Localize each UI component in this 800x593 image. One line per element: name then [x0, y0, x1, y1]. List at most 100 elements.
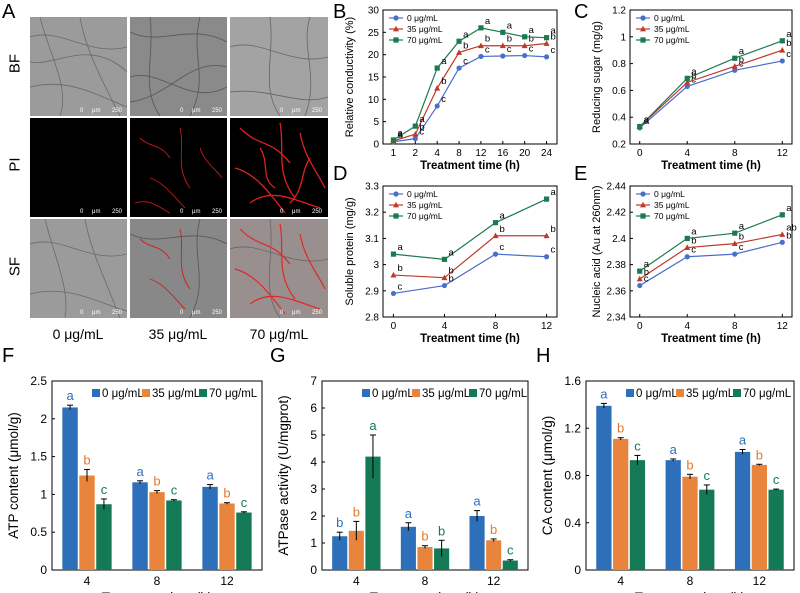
significance-letter: a [644, 259, 650, 270]
data-point [636, 275, 643, 282]
significance-letter: b [507, 34, 512, 45]
series-2: a a a a a a a a [390, 16, 557, 143]
significance-letter: a [66, 388, 74, 403]
legend-label: 0 μg/mL [102, 388, 144, 400]
y-axis-label: Soluble protein (mg/g) [344, 197, 356, 305]
significance-letter: b [438, 523, 445, 538]
data-point [390, 251, 397, 257]
x-tick-label: 8 [456, 148, 462, 159]
legend-marker [640, 191, 646, 197]
series-2: a a a a [390, 187, 557, 262]
data-point [390, 137, 397, 143]
bar [219, 503, 235, 570]
significance-letter: c [485, 44, 490, 55]
legend-label: 35 μg/mL [654, 200, 690, 210]
significance-letter: b [644, 267, 649, 278]
significance-letter: a [397, 129, 403, 140]
bar [348, 530, 364, 570]
significance-letter: a [786, 29, 792, 40]
bar [79, 475, 95, 570]
plot-frame [629, 9, 793, 145]
significance-letter: a [419, 114, 425, 125]
significance-letter: a [485, 16, 491, 27]
bar [734, 451, 751, 570]
column-label-0: 0 μg/mL [52, 326, 104, 342]
significance-letter: b [739, 54, 744, 65]
y-tick-label: 2.34 [607, 313, 627, 324]
bar [469, 516, 485, 570]
bar [486, 540, 502, 570]
significance-letter: b [617, 421, 624, 436]
y-tick-label: 3 [373, 260, 379, 271]
data-point [434, 65, 440, 71]
significance-letter: b [786, 230, 791, 241]
legend-swatch [676, 389, 684, 397]
bar [202, 486, 218, 570]
y-tick-label: 1 [40, 487, 47, 501]
significance-letter: b [421, 529, 428, 544]
y-tick-label: 0 [574, 563, 581, 577]
significance-letter: c [507, 44, 512, 55]
legend-marker [393, 191, 399, 197]
x-tick-label: 12 [541, 321, 553, 332]
legend-label: 70 μg/mL [407, 211, 443, 221]
significance-letter: b [463, 40, 468, 51]
x-tick-label: 4 [684, 148, 690, 159]
data-point [543, 54, 550, 60]
legend-swatch [362, 389, 370, 397]
series-0: baa [332, 494, 485, 570]
data-point [522, 52, 528, 59]
x-tick-label: 4 [434, 148, 440, 159]
data-point [456, 49, 463, 55]
row-label-sf: SF [6, 256, 24, 277]
y-tick-label: 5 [373, 117, 379, 128]
series-line [393, 27, 547, 141]
x-tick-label: 8 [732, 321, 738, 332]
y-tick-label: 2.44 [607, 182, 627, 193]
series-1: bb bab [636, 222, 797, 282]
significance-letter: b [756, 447, 763, 462]
significance-letter: a [670, 442, 678, 457]
x-tick-label: 8 [687, 574, 694, 588]
micrograph-pi-70: 0 μm 250 [230, 118, 328, 217]
series-line [639, 40, 783, 128]
x-tick-label: 12 [777, 148, 789, 159]
legend-label: 35 μg/mL [422, 388, 471, 400]
significance-letter: b [153, 474, 160, 489]
panel-label-c: C [574, 1, 589, 23]
y-tick-label: 3.3 [365, 182, 379, 193]
column-label-70: 70 μg/mL [249, 326, 309, 342]
significance-letter: c [463, 56, 468, 67]
legend-label: 35 μg/mL [654, 24, 690, 34]
y-tick-label: 0 [40, 563, 47, 577]
legend-label: 0 μg/mL [654, 13, 685, 23]
y-tick-label: 0.8 [612, 59, 626, 70]
data-point [543, 196, 550, 202]
data-point [500, 53, 506, 59]
legend: 0 μg/mL 35 μg/mL 70 μg/mL [92, 388, 258, 400]
y-axis-label: Reducing sugar (mg/g) [591, 21, 603, 133]
data-point [732, 67, 738, 73]
significance-letter: a [500, 211, 506, 222]
x-axis-label: Treatment time (h) [661, 333, 761, 344]
y-tick-label: 30 [368, 6, 380, 17]
chart-h: 00.40.81.21.64812aaabbbcccTreatment time… [540, 374, 795, 593]
panel-label-d: D [333, 163, 348, 185]
bar [751, 464, 767, 570]
y-tick-label: 10 [368, 95, 380, 106]
x-tick-label: 8 [493, 321, 499, 332]
x-axis-label: Treatment time (h) [420, 160, 520, 172]
significance-letter: a [551, 26, 557, 37]
series-line [393, 235, 547, 279]
significance-letter: c [241, 495, 248, 510]
series-0: a a a [596, 386, 751, 570]
series-1: bbb [79, 452, 235, 570]
bar [682, 476, 698, 570]
data-point [779, 47, 786, 53]
y-tick-label: 3.1 [365, 234, 379, 245]
legend-label: 70 μg/mL [407, 35, 443, 45]
legend-label: 70 μg/mL [654, 35, 690, 45]
bar [629, 460, 646, 570]
